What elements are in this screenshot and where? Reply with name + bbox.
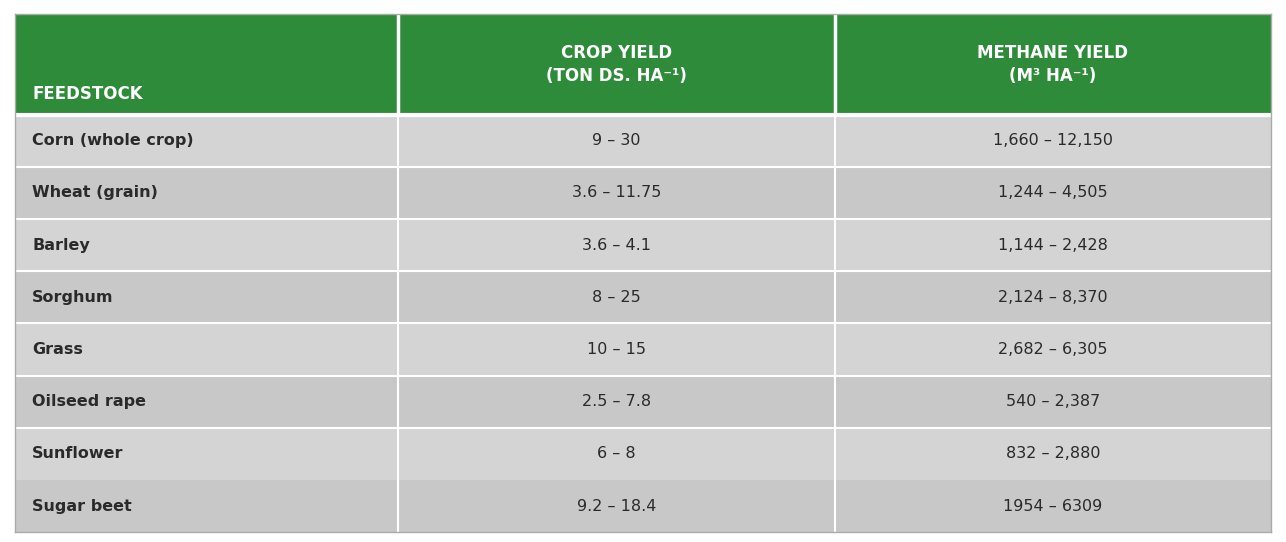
Bar	[835, 324, 1271, 376]
Text: 1,244 – 4,505: 1,244 – 4,505	[998, 185, 1107, 201]
Text: Barley: Barley	[32, 238, 90, 253]
Text: 1,660 – 12,150: 1,660 – 12,150	[993, 133, 1112, 149]
Text: Corn (whole crop): Corn (whole crop)	[32, 133, 194, 149]
Bar	[15, 219, 399, 272]
Bar	[15, 324, 399, 376]
Text: 832 – 2,880: 832 – 2,880	[1006, 447, 1100, 461]
Text: Wheat (grain): Wheat (grain)	[32, 185, 158, 201]
Text: 10 – 15: 10 – 15	[588, 342, 646, 357]
Text: 2,682 – 6,305: 2,682 – 6,305	[998, 342, 1107, 357]
Text: Sugar beet: Sugar beet	[32, 499, 132, 514]
Text: CROP YIELD
(TON DS. HA⁻¹): CROP YIELD (TON DS. HA⁻¹)	[547, 44, 687, 85]
Bar	[835, 14, 1271, 115]
Bar	[399, 115, 835, 167]
Text: 2.5 – 7.8: 2.5 – 7.8	[583, 394, 651, 409]
Bar	[399, 428, 835, 480]
Text: 6 – 8: 6 – 8	[597, 447, 637, 461]
Bar	[835, 480, 1271, 532]
Bar	[15, 428, 399, 480]
Bar	[15, 272, 399, 324]
Bar	[835, 115, 1271, 167]
Bar	[399, 480, 835, 532]
Text: Grass: Grass	[32, 342, 84, 357]
Bar	[835, 167, 1271, 219]
Bar	[399, 376, 835, 428]
Bar	[399, 14, 835, 115]
Bar	[399, 167, 835, 219]
Bar	[835, 272, 1271, 324]
Bar	[15, 376, 399, 428]
Text: Sunflower: Sunflower	[32, 447, 123, 461]
Text: 1,144 – 2,428: 1,144 – 2,428	[998, 238, 1107, 253]
Bar	[15, 14, 399, 115]
Text: 9 – 30: 9 – 30	[593, 133, 640, 149]
Bar	[835, 428, 1271, 480]
Text: FEEDSTOCK: FEEDSTOCK	[32, 85, 143, 103]
Text: 540 – 2,387: 540 – 2,387	[1006, 394, 1100, 409]
Text: 3.6 – 11.75: 3.6 – 11.75	[572, 185, 661, 201]
Bar	[835, 376, 1271, 428]
Text: 8 – 25: 8 – 25	[593, 290, 640, 305]
Text: 2,124 – 8,370: 2,124 – 8,370	[998, 290, 1107, 305]
Bar	[835, 219, 1271, 272]
Text: METHANE YIELD
(M³ HA⁻¹): METHANE YIELD (M³ HA⁻¹)	[977, 44, 1128, 85]
Bar	[15, 115, 399, 167]
Bar	[15, 480, 399, 532]
Text: 9.2 – 18.4: 9.2 – 18.4	[577, 499, 656, 514]
Bar	[399, 219, 835, 272]
Text: 1954 – 6309: 1954 – 6309	[1003, 499, 1102, 514]
Bar	[399, 324, 835, 376]
Text: Sorghum: Sorghum	[32, 290, 113, 305]
Bar	[399, 272, 835, 324]
Bar	[15, 167, 399, 219]
Text: Oilseed rape: Oilseed rape	[32, 394, 147, 409]
Text: 3.6 – 4.1: 3.6 – 4.1	[583, 238, 651, 253]
